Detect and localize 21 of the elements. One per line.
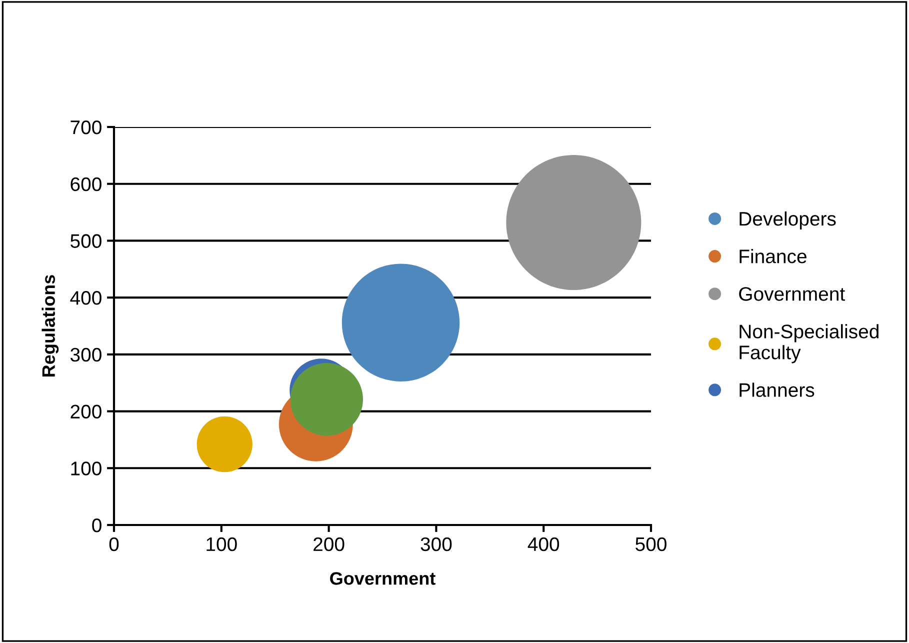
x-tick-label: 100	[206, 537, 237, 552]
y-tick-label: 0	[92, 518, 102, 532]
x-tick-label: 400	[528, 537, 560, 552]
y-tick-label: 500	[70, 234, 102, 248]
legend-label: Non-Specialised Faculty	[740, 324, 878, 364]
y-tick-label: 300	[70, 348, 102, 362]
y-tick-label: 600	[70, 177, 102, 192]
x-axis-title: Government	[330, 572, 436, 585]
x-tick-label: 0	[109, 537, 119, 552]
x-tick-label: 500	[636, 537, 666, 552]
y-tick-label: 100	[71, 462, 102, 476]
y-tick-label: 400	[70, 291, 102, 305]
y-tick-label: 700	[70, 120, 102, 134]
legend-label: Government	[739, 287, 845, 301]
x-tick-label: 300	[420, 537, 452, 552]
y-tick-label: 200	[70, 404, 102, 419]
legend-label: Developers	[740, 211, 836, 230]
legend-label: Planners	[740, 382, 814, 397]
legend-label: Finance	[740, 248, 806, 264]
y-axis-title: Regulations	[42, 275, 59, 376]
x-tick-label: 200	[314, 537, 344, 552]
